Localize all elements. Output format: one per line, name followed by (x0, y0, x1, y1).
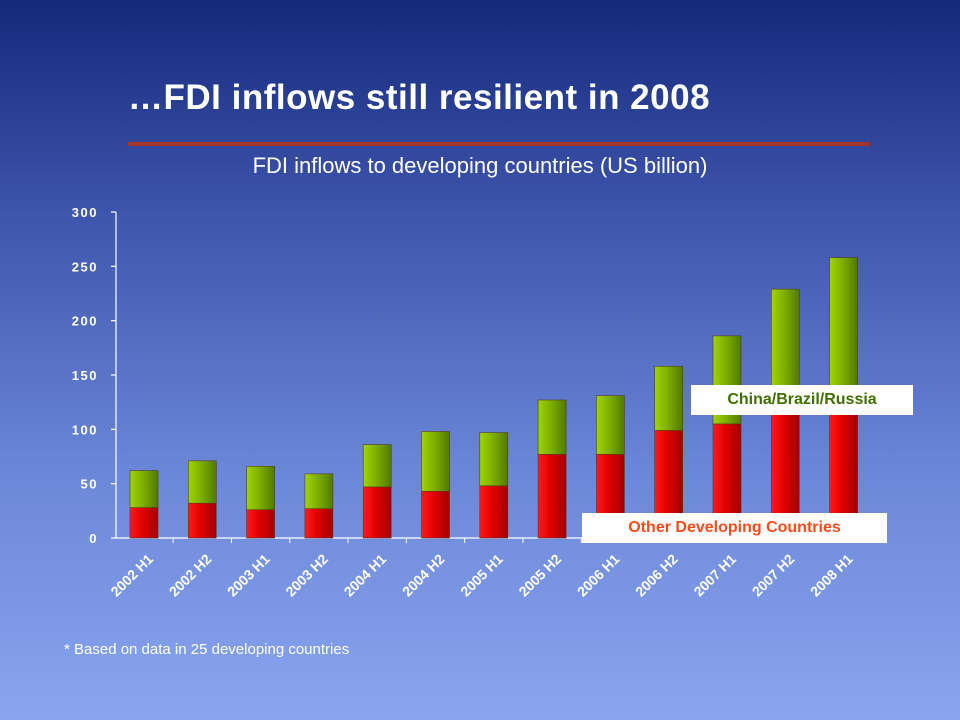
bar-china-brazil-russia (479, 432, 509, 487)
x-tick-label: 2006 H2 (632, 551, 681, 600)
bar-china-brazil-russia (246, 465, 275, 511)
bar-china-brazil-russia (421, 431, 450, 492)
bar-china-brazil-russia (537, 399, 567, 455)
y-tick-label: 0 (89, 531, 98, 546)
bar-other-developing (188, 502, 217, 539)
chart-title: FDI inflows to developing countries (US … (252, 153, 708, 178)
y-tick-label: 100 (72, 422, 98, 437)
series-label-china-brazil-russia: China/Brazil/Russia (691, 385, 913, 415)
y-tick-label: 200 (72, 314, 98, 329)
x-tick-label: 2002 H2 (166, 551, 215, 600)
bar-other-developing (246, 509, 275, 539)
bar-other-developing (421, 490, 450, 539)
x-tick-label: 2007 H1 (690, 551, 739, 600)
bar-other-developing (479, 485, 509, 539)
x-tick-label: 2005 H1 (457, 551, 506, 600)
footnote: * Based on data in 25 developing countri… (64, 641, 350, 658)
x-tick-label: 2004 H2 (399, 551, 448, 600)
title-divider (128, 142, 870, 146)
x-tick-label: 2002 H1 (107, 551, 156, 600)
y-tick-label: 250 (72, 259, 98, 274)
bar-china-brazil-russia (129, 470, 159, 508)
x-tick-label: 2003 H1 (224, 551, 273, 600)
bar-china-brazil-russia (362, 444, 392, 488)
y-tick-label: 50 (81, 477, 98, 492)
x-tick-label: 2004 H1 (341, 551, 390, 600)
series-label-other-developing: Other Developing Countries (582, 513, 887, 543)
bar-other-developing (129, 507, 159, 539)
bar-other-developing (304, 508, 334, 539)
y-tick-label: 300 (72, 205, 98, 220)
bar-china-brazil-russia (654, 366, 684, 431)
y-tick-label: 150 (72, 368, 98, 383)
x-tick-label: 2005 H2 (515, 551, 564, 600)
bar-other-developing (362, 486, 392, 539)
x-tick-label: 2003 H2 (282, 551, 331, 600)
bar-other-developing (537, 454, 567, 539)
bar-china-brazil-russia (304, 473, 334, 509)
bar-china-brazil-russia (188, 460, 217, 504)
x-tick-label: 2007 H2 (749, 551, 798, 600)
slide-title: …FDI inflows still resilient in 2008 (128, 78, 711, 117)
x-tick-label: 2006 H1 (574, 551, 623, 600)
x-tick-label: 2008 H1 (807, 551, 856, 600)
bar-china-brazil-russia (596, 395, 625, 455)
